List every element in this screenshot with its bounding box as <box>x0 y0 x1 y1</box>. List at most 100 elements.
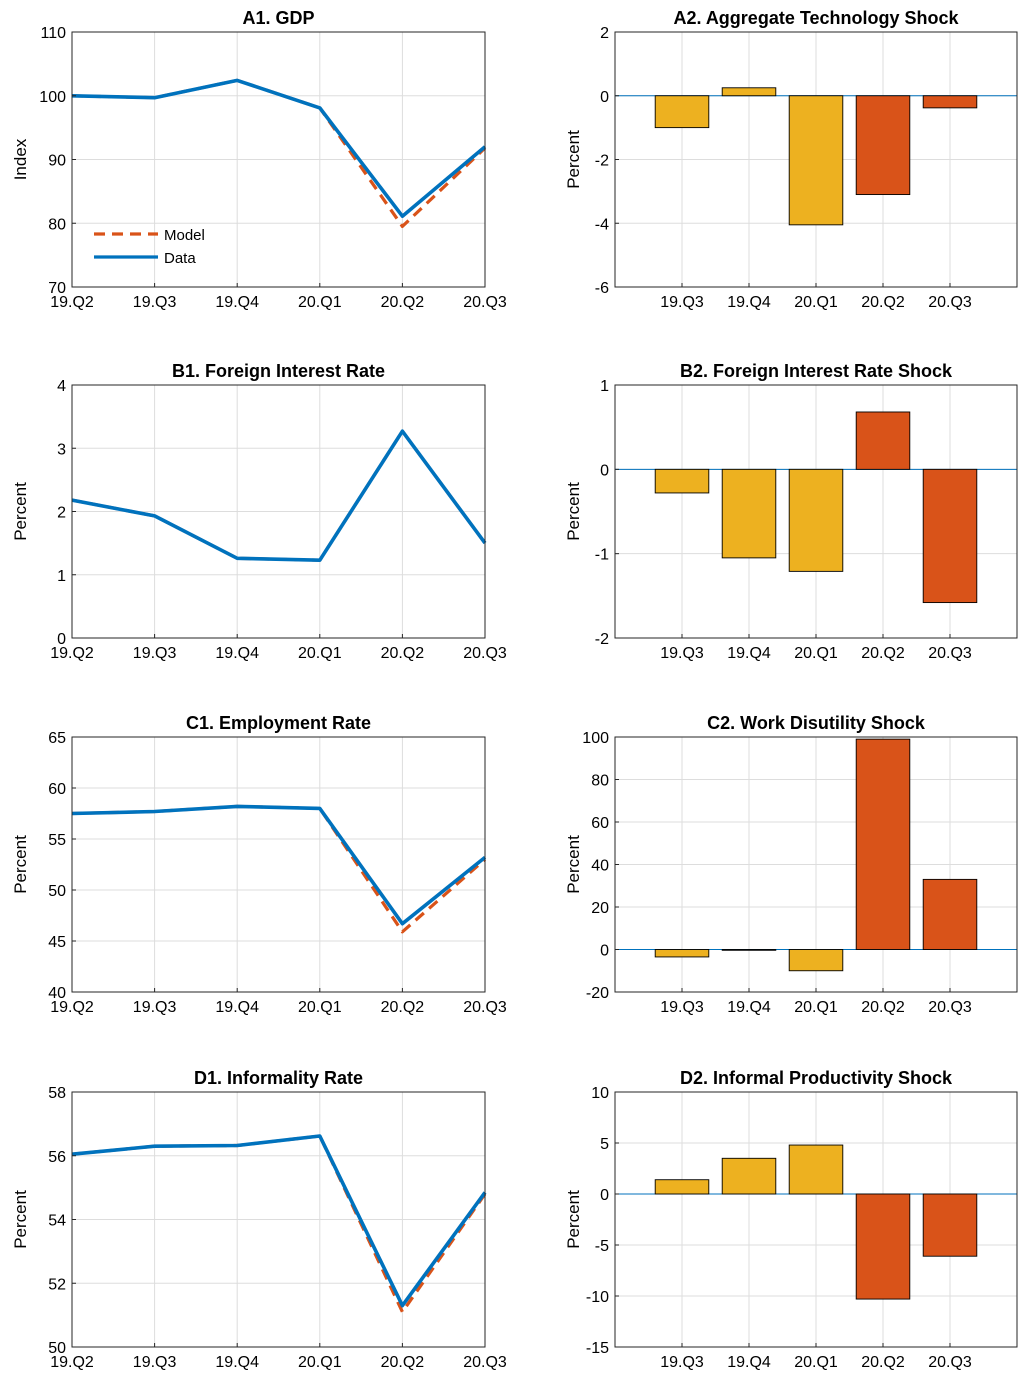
series-line-data <box>71 1134 487 1308</box>
x-tick-label: 19.Q2 <box>50 1354 94 1371</box>
series-line-data <box>71 429 487 563</box>
y-tick-label: 60 <box>48 781 66 798</box>
x-tick-label: 20.Q2 <box>381 999 425 1016</box>
x-tick-label: 20.Q1 <box>298 294 342 311</box>
y-tick-label: -20 <box>586 985 609 1002</box>
series-line-model <box>71 78 487 228</box>
x-tick-label: 20.Q1 <box>794 999 838 1016</box>
x-tick-label: 20.Q3 <box>928 999 972 1016</box>
y-tick-label: -1 <box>595 547 609 564</box>
y-tick-label: -2 <box>595 631 609 648</box>
bar-20.Q1 <box>788 949 844 972</box>
chart-title: C1. Employment Rate <box>186 713 371 733</box>
x-tick-label: 19.Q4 <box>727 999 771 1016</box>
bar-19.Q4 <box>721 468 777 559</box>
bar-19.Q3 <box>654 95 710 129</box>
y-tick-label: 54 <box>48 1213 66 1230</box>
y-tick-label: 55 <box>48 832 66 849</box>
x-tick-label: 19.Q3 <box>660 999 704 1016</box>
y-axis-label: Percent <box>564 835 583 894</box>
series-line-data <box>71 78 487 218</box>
y-tick-label: 2 <box>57 505 66 522</box>
chart-title: D1. Informality Rate <box>194 1068 363 1088</box>
bar-20.Q3 <box>922 1193 978 1257</box>
y-tick-label: 50 <box>48 1340 66 1357</box>
x-tick-label: 19.Q4 <box>215 645 259 662</box>
chart-title: B2. Foreign Interest Rate Shock <box>680 361 953 381</box>
y-tick-label: 56 <box>48 1149 66 1166</box>
y-axis-label: Percent <box>564 130 583 189</box>
chart-panel-5: 40 45 50 55 60 65 19.Q2 19.Q3 19.Q4 20.Q1 20.Q2 20.… <box>11 713 507 1016</box>
chart-panel-6: -20 0 20 40 60 80 100 19.Q3 19.Q4 20.Q1 20.Q2 20.Q3… <box>564 713 1018 1016</box>
y-tick-label: 80 <box>48 216 66 233</box>
legend-label-model: Model <box>164 227 205 244</box>
y-tick-label: 90 <box>48 153 66 170</box>
bar-20.Q2 <box>855 1193 911 1300</box>
y-tick-label: 0 <box>57 631 66 648</box>
y-tick-label: 0 <box>600 943 609 960</box>
x-tick-label: 20.Q1 <box>298 999 342 1016</box>
x-tick-label: 19.Q2 <box>50 645 94 662</box>
y-tick-label: 5 <box>600 1136 609 1153</box>
bar-20.Q3 <box>922 878 978 950</box>
y-axis-label: Percent <box>11 835 30 894</box>
x-tick-label: 19.Q3 <box>660 294 704 311</box>
bar-19.Q3 <box>654 468 710 494</box>
y-tick-label: 20 <box>591 900 609 917</box>
chart-title: B1. Foreign Interest Rate <box>172 361 385 381</box>
y-tick-label: 10 <box>591 1085 609 1102</box>
y-tick-label: -15 <box>586 1340 609 1357</box>
x-tick-label: 20.Q2 <box>381 294 425 311</box>
series-line-model <box>71 1134 487 1314</box>
x-tick-label: 19.Q3 <box>660 645 704 662</box>
bar-19.Q3 <box>654 949 710 958</box>
y-tick-label: 0 <box>600 89 609 106</box>
series-line-data <box>71 804 487 926</box>
bar-20.Q1 <box>788 1144 844 1195</box>
bar-20.Q2 <box>855 95 911 196</box>
y-tick-label: 1 <box>57 568 66 585</box>
x-tick-label: 19.Q3 <box>133 999 177 1016</box>
chart-panel-4: -2 -1 0 1 19.Q3 19.Q4 20.Q1 20.Q2 20.Q3 B2. Forei… <box>564 361 1018 662</box>
y-tick-label: 45 <box>48 934 66 951</box>
y-tick-label: 100 <box>582 730 609 747</box>
chart-title: A2. Aggregate Technology Shock <box>673 8 959 28</box>
x-tick-label: 19.Q3 <box>133 645 177 662</box>
chart-title: D2. Informal Productivity Shock <box>680 1068 953 1088</box>
bar-19.Q3 <box>654 1179 710 1195</box>
x-tick-label: 20.Q1 <box>794 645 838 662</box>
x-tick-label: 20.Q3 <box>463 999 507 1016</box>
x-tick-label: 20.Q2 <box>861 294 905 311</box>
x-tick-label: 19.Q2 <box>50 294 94 311</box>
x-tick-label: 19.Q4 <box>215 1354 259 1371</box>
x-tick-label: 20.Q2 <box>861 645 905 662</box>
y-tick-label: 65 <box>48 730 66 747</box>
x-tick-label: 20.Q1 <box>794 294 838 311</box>
x-tick-label: 20.Q3 <box>463 1354 507 1371</box>
bar-19.Q4 <box>721 1157 777 1195</box>
bar-20.Q1 <box>788 95 844 226</box>
y-tick-label: 0 <box>600 1187 609 1204</box>
chart-title: A1. GDP <box>242 8 314 28</box>
y-axis-label: Index <box>11 138 30 180</box>
chart-panel-7: 50 52 54 56 58 19.Q2 19.Q3 19.Q4 20.Q1 20.Q2 20.Q3… <box>11 1068 507 1371</box>
y-axis-label: Percent <box>11 482 30 541</box>
x-tick-label: 19.Q2 <box>50 999 94 1016</box>
y-tick-label: -4 <box>595 216 609 233</box>
y-tick-label: 52 <box>48 1276 66 1293</box>
y-tick-label: 80 <box>591 773 609 790</box>
x-tick-label: 19.Q3 <box>133 294 177 311</box>
y-tick-label: -10 <box>586 1289 609 1306</box>
series-line-model <box>71 429 487 562</box>
bar-20.Q1 <box>788 468 844 572</box>
x-tick-label: 20.Q3 <box>463 294 507 311</box>
x-tick-label: 19.Q4 <box>215 294 259 311</box>
x-tick-label: 19.Q4 <box>727 1354 771 1371</box>
y-tick-label: 110 <box>40 25 66 42</box>
x-tick-label: 20.Q3 <box>928 645 972 662</box>
y-tick-label: 40 <box>48 985 66 1002</box>
series-line-model <box>71 804 487 934</box>
y-tick-label: 100 <box>39 89 66 106</box>
bar-20.Q3 <box>922 468 978 604</box>
x-tick-label: 19.Q4 <box>215 999 259 1016</box>
